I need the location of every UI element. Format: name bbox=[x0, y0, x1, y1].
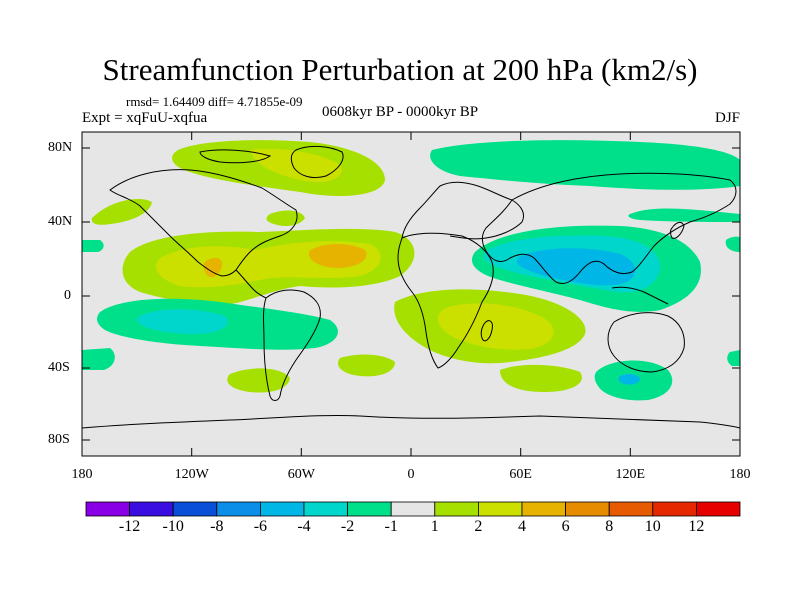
lon-label-120w: 120W bbox=[174, 467, 209, 482]
lon-label-120e: 120E bbox=[615, 467, 646, 482]
contour-africa-pos2 bbox=[437, 303, 554, 350]
colorbar-label: -10 bbox=[162, 518, 184, 535]
contour-fields bbox=[82, 140, 740, 429]
colorbar-swatch bbox=[85, 501, 130, 517]
colorbar-swatch bbox=[696, 501, 741, 517]
coastline-south-america bbox=[263, 289, 321, 401]
coastlines bbox=[82, 145, 740, 429]
colorbar-label: 2 bbox=[474, 518, 483, 535]
colorbar-swatch bbox=[477, 501, 523, 517]
colorbar-label: 6 bbox=[561, 518, 570, 535]
coastline-asia bbox=[481, 172, 737, 285]
contour-africa-pos3 bbox=[500, 364, 582, 392]
experiment-label: Expt = xqFuU-xqfua bbox=[82, 110, 208, 126]
colorbar-label: -12 bbox=[118, 518, 141, 535]
lon-label-60e: 60E bbox=[509, 467, 532, 482]
contour-natl-pos bbox=[266, 210, 305, 226]
coastline-madagascar bbox=[480, 320, 493, 342]
coastline-central-america bbox=[235, 269, 267, 299]
colorbar-swatch bbox=[216, 501, 261, 517]
lat-label-80n: 80N bbox=[48, 140, 73, 155]
colorbar-swatch bbox=[652, 501, 697, 517]
contour-eurasia-neg bbox=[430, 140, 740, 190]
period-label: 0608kyr BP - 0000kyr BP bbox=[322, 104, 479, 120]
contour-asia-neg3 bbox=[516, 248, 636, 286]
lat-label-80s: 80S bbox=[48, 432, 70, 447]
colorbar-label: 1 bbox=[430, 518, 439, 535]
colorbar-label: 8 bbox=[605, 518, 614, 535]
coastline-africa bbox=[397, 232, 494, 369]
lat-ticks bbox=[82, 147, 740, 441]
lon-label-60w: 60W bbox=[287, 467, 315, 482]
coastline-japan bbox=[670, 221, 685, 239]
contour-sio-neg2 bbox=[618, 373, 640, 385]
colorbar-label: -2 bbox=[340, 518, 355, 535]
lat-label-40n: 40N bbox=[48, 214, 73, 229]
colorbar-swatch bbox=[390, 501, 436, 517]
colorbar-swatch bbox=[608, 501, 654, 517]
colorbar-swatch bbox=[303, 501, 348, 517]
contour-se-edge-neg bbox=[727, 350, 740, 366]
coastline-indonesia bbox=[611, 286, 669, 305]
lon-label-0: 0 bbox=[407, 467, 415, 482]
contour-spac-pos bbox=[227, 368, 290, 393]
season-label: DJF bbox=[714, 110, 740, 126]
lat-label-40s: 40S bbox=[48, 360, 70, 375]
contour-greenland-pos2 bbox=[250, 148, 342, 183]
colorbar-label: -6 bbox=[253, 518, 268, 535]
stats-text: rmsd= 1.64409 diff= 4.71855e-09 bbox=[126, 94, 303, 109]
colorbar-label: 12 bbox=[688, 518, 705, 535]
chart-title: Streamfunction Perturbation at 200 hPa (… bbox=[102, 52, 698, 87]
lat-label-0: 0 bbox=[64, 288, 71, 303]
colorbar bbox=[85, 501, 741, 517]
colorbar-swatch bbox=[565, 501, 610, 517]
lon-label-180e: 180 bbox=[729, 467, 751, 482]
contour-sw-neg bbox=[82, 348, 115, 370]
colorbar-swatch bbox=[347, 501, 392, 517]
coastline-north-america bbox=[109, 169, 298, 277]
coastline-antarctica bbox=[82, 414, 740, 429]
coastline-arctic-islands bbox=[199, 149, 272, 164]
contour-east-edge-neg bbox=[725, 236, 740, 252]
colorbar-label: -1 bbox=[384, 518, 398, 535]
contour-npac-pos bbox=[91, 198, 152, 225]
contour-scentral-pos bbox=[338, 354, 395, 377]
colorbar-swatch bbox=[434, 501, 479, 517]
lon-label-180w: 180 bbox=[71, 467, 93, 482]
colorbar-label: 10 bbox=[644, 518, 661, 535]
contour-trop-pos3 bbox=[309, 244, 367, 268]
contour-spac-neg2 bbox=[137, 309, 228, 334]
colorbar-swatch bbox=[129, 501, 174, 517]
colorbar-label: 4 bbox=[518, 518, 526, 535]
colorbar-label: -4 bbox=[297, 518, 311, 535]
coastline-greenland bbox=[290, 145, 344, 179]
colorbar-swatch bbox=[259, 501, 305, 517]
colorbar-label: -8 bbox=[210, 518, 224, 535]
contour-nwpac-neg bbox=[628, 208, 740, 222]
coastline-australia bbox=[607, 312, 685, 373]
contour-west-edge-neg bbox=[82, 240, 104, 252]
coastline-europe bbox=[401, 181, 525, 240]
contour-trop-pos4 bbox=[203, 257, 222, 278]
colorbar-swatch bbox=[172, 501, 218, 517]
colorbar-swatch bbox=[521, 501, 566, 517]
lon-ticks bbox=[81, 132, 741, 456]
